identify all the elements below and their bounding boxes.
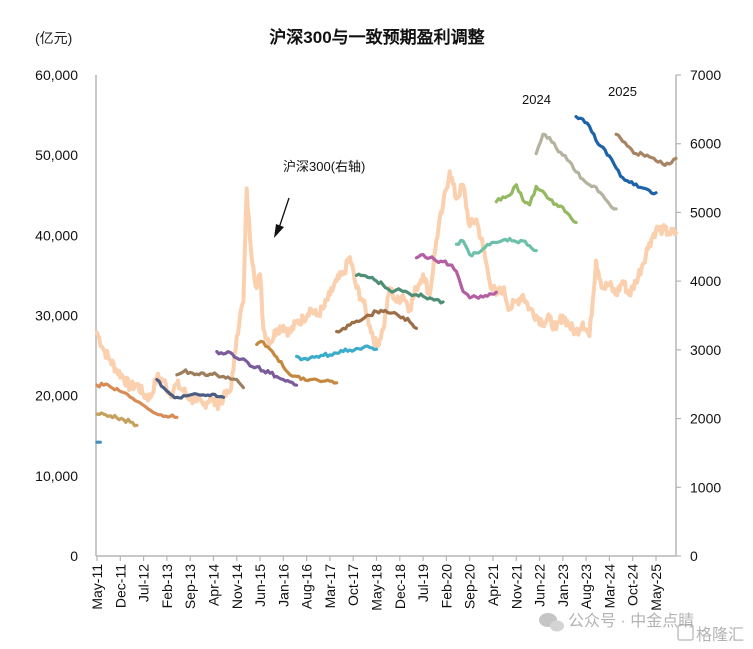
x-tick-label: Jun-15 [252, 564, 268, 607]
x-tick-label: Mar-17 [322, 564, 338, 609]
series-line-2019 [335, 308, 418, 334]
right-tick-label: 3000 [690, 342, 721, 358]
x-tick-label: Nov-21 [508, 564, 524, 609]
csi300-layer [95, 169, 678, 412]
x-tick-label: Oct-17 [345, 564, 361, 606]
x-tick-label: Dec-18 [392, 564, 408, 609]
x-tick-label: May-25 [648, 564, 664, 611]
eps-series-layer [95, 115, 678, 444]
x-tick-label: Sep-13 [182, 564, 198, 609]
x-tick-label: Oct-24 [625, 564, 641, 606]
right-axis: 0 1000 2000 3000 4000 5000 6000 7000 [676, 67, 721, 564]
series-line-2024 [534, 132, 618, 211]
annotation-2025: 2025 [608, 84, 637, 99]
left-tick-label: 50,000 [35, 147, 78, 163]
x-tick-label: Dec-11 [112, 564, 128, 608]
x-tick-label: Jan-16 [275, 564, 291, 607]
watermark-source: 公众号 · 中金点睛 [568, 612, 694, 630]
x-tick-label: Nov-14 [229, 564, 245, 609]
annotation-2024: 2024 [522, 92, 551, 107]
x-tick-label: Jan-23 [555, 564, 571, 607]
x-axis: May-11 Dec-11 Jul-12 Feb-13 Sep-13 Apr-14 Nov-… [89, 556, 664, 611]
x-tick-label: Aug-16 [299, 564, 315, 609]
series-line-2012 [95, 411, 139, 428]
series-line-2014 [155, 378, 225, 400]
series-line-2020 [354, 272, 445, 305]
left-tick-label: 40,000 [35, 227, 78, 243]
x-tick-label: Aug-23 [578, 564, 594, 609]
x-tick-label: Feb-13 [159, 564, 175, 609]
x-tick-label: Jul-19 [415, 564, 431, 602]
watermark-brand: 格隆汇 [696, 626, 744, 644]
series-line-2013 [95, 381, 179, 419]
wechat-icon [539, 613, 564, 632]
right-tick-label: 0 [690, 548, 698, 564]
x-tick-label: Jul-12 [136, 564, 152, 602]
csi300-line [95, 169, 678, 412]
series-line-2025 [574, 115, 658, 196]
x-tick-label: Mar-24 [601, 564, 617, 609]
x-tick-label: Apr-14 [205, 564, 221, 606]
gelonghui-logo-icon [677, 624, 694, 641]
x-tick-label: May-11 [89, 564, 105, 610]
left-tick-label: 10,000 [35, 468, 78, 484]
right-tick-label: 7000 [690, 67, 721, 83]
right-tick-label: 5000 [690, 204, 721, 220]
x-tick-label: May-18 [369, 564, 385, 611]
series-line-2018 [295, 344, 379, 362]
right-tick-label: 4000 [690, 273, 721, 289]
series-line-2017 [255, 339, 339, 385]
right-tick-label: 6000 [690, 136, 721, 152]
annotation-csi300-right-axis: 沪深300(右轴) [283, 159, 365, 174]
right-tick-label: 1000 [690, 479, 721, 495]
left-tick-label: 0 [70, 548, 78, 564]
x-tick-label: Sep-20 [462, 564, 478, 609]
left-axis-unit: (亿元) [35, 30, 72, 46]
series-line-2021 [414, 253, 498, 300]
left-tick-label: 20,000 [35, 388, 78, 404]
x-tick-label: Feb-20 [438, 564, 454, 609]
watermark: 公众号 · 中金点睛 格隆汇 [539, 612, 744, 644]
series-line-2026 [614, 132, 678, 167]
x-tick-label: Jun-22 [532, 564, 548, 607]
annotation-arrow-icon [274, 197, 290, 238]
x-tick-label: Apr-21 [485, 564, 501, 606]
series-line-2023 [494, 183, 578, 225]
left-tick-label: 60,000 [35, 67, 78, 83]
series-line-2016 [215, 350, 299, 387]
series-line-2015 [175, 368, 245, 390]
left-axis: 0 10,000 20,000 30,000 40,000 50,000 60,000 [35, 67, 78, 564]
chart-title: 沪深300与一致预期盈利调整 [269, 27, 484, 47]
right-tick-label: 2000 [690, 411, 721, 427]
series-line-2022 [454, 236, 538, 258]
left-tick-label: 30,000 [35, 308, 78, 324]
